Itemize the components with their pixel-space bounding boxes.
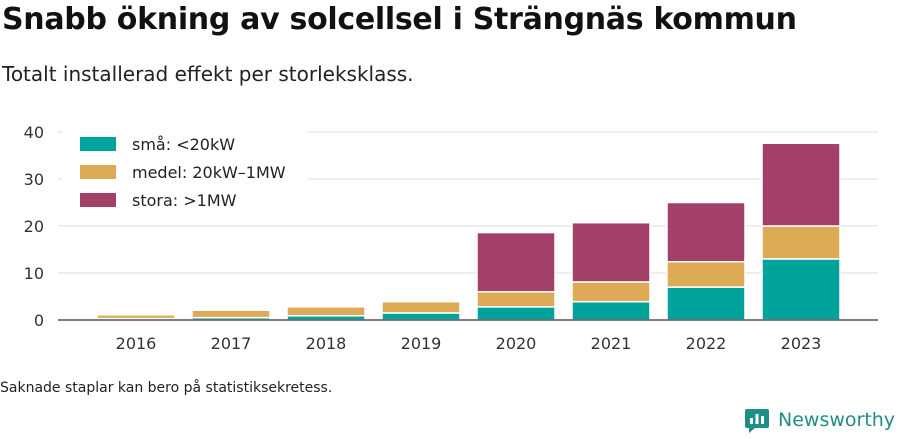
- x-tick-label: 2019: [401, 334, 442, 353]
- footnote: Saknade staplar kan bero på statistiksek…: [0, 380, 333, 396]
- bar-segment: [761, 225, 841, 260]
- bar-segment: [381, 300, 461, 314]
- x-tick-label: 2020: [496, 334, 537, 353]
- legend-swatch: [80, 137, 116, 151]
- chart-title: Snabb ökning av solcellsel i Strängnäs k…: [2, 2, 797, 37]
- legend-label: små: <20kW: [132, 135, 235, 154]
- x-tick-label: 2017: [211, 334, 252, 353]
- y-tick-label: 30: [24, 170, 44, 189]
- bar-segment: [476, 306, 556, 321]
- x-tick-label: 2018: [306, 334, 347, 353]
- x-tick-label: 2016: [116, 334, 157, 353]
- chart-subtitle: Totalt installerad effekt per storlekskl…: [2, 62, 414, 86]
- bar-segment: [666, 201, 746, 263]
- newsworthy-logo-icon: [745, 409, 769, 433]
- bar-segment: [96, 314, 176, 320]
- bar-segment: [476, 231, 556, 293]
- brand-name: Newsworthy: [778, 409, 896, 431]
- bar-segment: [571, 281, 651, 303]
- y-tick-label: 10: [24, 264, 44, 283]
- brand-logo: Newsworthy: [744, 407, 895, 433]
- bar-segment: [666, 260, 746, 288]
- bar-segment: [381, 312, 461, 321]
- y-tick-label: 0: [34, 311, 44, 330]
- bar-segment: [286, 306, 366, 317]
- y-tick-label: 40: [24, 123, 44, 142]
- bar-segment: [761, 258, 841, 321]
- bar-segment: [191, 309, 271, 319]
- bar-segment: [476, 291, 556, 308]
- y-tick-label: 20: [24, 217, 44, 236]
- legend-label: medel: 20kW–1MW: [132, 163, 286, 182]
- x-tick-label: 2023: [781, 334, 822, 353]
- bar-segment: [666, 286, 746, 321]
- legend-swatch: [80, 165, 116, 179]
- legend-swatch: [80, 193, 116, 207]
- x-tick-label: 2021: [591, 334, 632, 353]
- bar-segment: [571, 300, 651, 321]
- bar-segment: [761, 142, 841, 227]
- x-tick-label: 2022: [686, 334, 727, 353]
- legend-label: stora: >1MW: [132, 191, 237, 210]
- bar-segment: [571, 221, 651, 283]
